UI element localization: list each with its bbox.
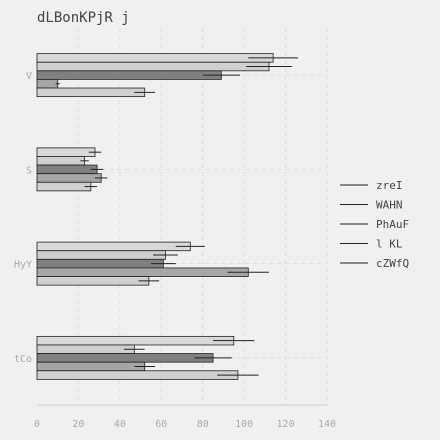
bar-l-KL-S [36, 173, 102, 183]
legend-label: PhAuF [376, 218, 409, 231]
x-axis-ticks: 0 20 40 60 80 100 120 140 [34, 404, 336, 430]
bars [36, 53, 298, 380]
x-tick-label: 60 [155, 419, 167, 430]
legend-label: l KL [376, 238, 403, 251]
x-tick-label: 80 [197, 419, 209, 430]
x-tick-label: 20 [72, 419, 84, 430]
y-tick-label: HyY [14, 260, 32, 271]
bar-zreI-HyY [36, 241, 191, 252]
bar-zreI-tCo [36, 335, 235, 346]
bar-PhAuF-HyY [36, 258, 164, 269]
y-axis-ticks: V S HyY tCo [14, 71, 32, 365]
bar-cZWfQ-V [36, 87, 146, 98]
legend-label: zreI [376, 179, 403, 192]
bar-cZWfQ-tCo [36, 370, 239, 380]
x-tick-label: 40 [114, 419, 126, 430]
y-tick-label: S [26, 165, 32, 176]
bar-PhAuF-S [36, 164, 98, 175]
chart-title: dLBonKPjR j [37, 10, 130, 26]
bar-WAHN-S [36, 156, 86, 166]
x-tick-label: 140 [318, 419, 336, 430]
bar-l-KL-V [36, 79, 59, 89]
y-tick-label: V [26, 71, 32, 82]
x-tick-label: 120 [277, 419, 295, 430]
x-tick-label: 0 [34, 419, 40, 430]
bar-l-KL-HyY [36, 267, 249, 277]
x-tick-label: 100 [235, 419, 253, 430]
bar-WAHN-V [36, 61, 270, 72]
legend-label: cZWfQ [376, 257, 409, 270]
bar-zreI-V [36, 53, 274, 63]
bar-PhAuF-tCo [36, 353, 214, 363]
bar-l-KL-tCo [36, 361, 146, 372]
legend-label: WAHN [376, 199, 403, 212]
bar-zreI-S [36, 147, 96, 157]
bar-WAHN-tCo [36, 344, 135, 354]
bar-WAHN-HyY [36, 250, 166, 260]
bar-cZWfQ-HyY [36, 276, 150, 286]
bar-cZWfQ-S [36, 181, 92, 192]
legend: zreI WAHN PhAuF l KL cZWfQ [340, 179, 409, 270]
y-tick-label: tCo [14, 354, 32, 365]
bar-PhAuF-V [36, 70, 222, 80]
